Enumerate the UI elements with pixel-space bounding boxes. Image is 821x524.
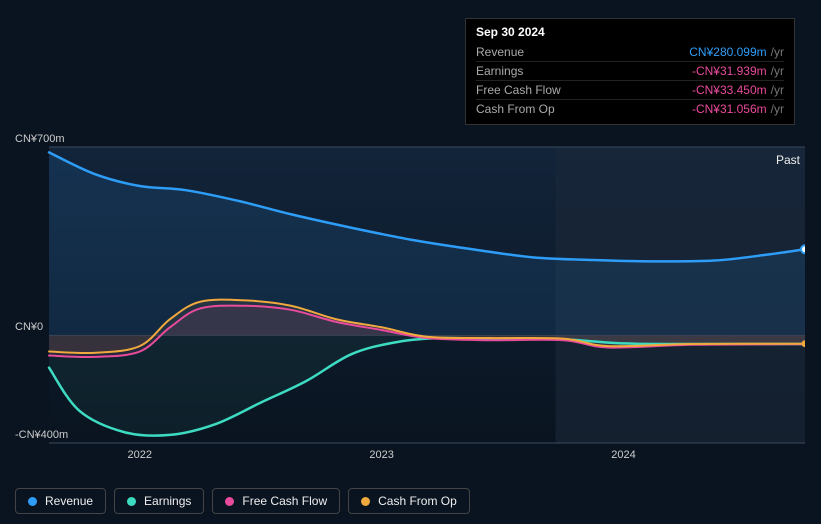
- x-axis-label: 2023: [369, 449, 393, 461]
- legend-dot: [28, 497, 37, 506]
- y-axis-label: CN¥700m: [15, 133, 65, 145]
- tooltip-row: RevenueCN¥280.099m/yr: [476, 43, 784, 62]
- tooltip-value: -CN¥31.056m: [692, 102, 767, 116]
- x-axis-label: 2022: [127, 449, 151, 461]
- legend: Revenue Earnings Free Cash Flow Cash From O…: [15, 488, 470, 514]
- legend-label: Free Cash Flow: [242, 494, 327, 508]
- legend-item[interactable]: Free Cash Flow: [212, 488, 340, 514]
- tooltip-suffix: /yr: [771, 102, 784, 116]
- legend-dot: [127, 497, 136, 506]
- x-axis-label: 2024: [611, 449, 635, 461]
- tooltip-value: CN¥280.099m: [689, 45, 766, 59]
- tooltip-label: Cash From Op: [476, 102, 692, 116]
- tooltip-label: Free Cash Flow: [476, 83, 692, 97]
- chart-svg: [15, 125, 805, 480]
- legend-label: Cash From Op: [378, 494, 457, 508]
- tooltip-value: -CN¥33.450m: [692, 83, 767, 97]
- tooltip-value: -CN¥31.939m: [692, 64, 767, 78]
- y-axis-label: -CN¥400m: [15, 429, 68, 441]
- tooltip-suffix: /yr: [771, 64, 784, 78]
- past-label: Past: [776, 153, 800, 167]
- legend-item[interactable]: Earnings: [114, 488, 204, 514]
- chart-area[interactable]: CN¥700m CN¥0 -CN¥400m 2022 2023 2024 Past: [15, 125, 805, 480]
- hover-tooltip: Sep 30 2024 RevenueCN¥280.099m/yrEarning…: [465, 18, 795, 125]
- legend-dot: [361, 497, 370, 506]
- tooltip-label: Earnings: [476, 64, 692, 78]
- legend-label: Revenue: [45, 494, 93, 508]
- tooltip-row: Free Cash Flow-CN¥33.450m/yr: [476, 81, 784, 100]
- legend-item[interactable]: Revenue: [15, 488, 106, 514]
- y-axis-label: CN¥0: [15, 321, 43, 333]
- legend-item[interactable]: Cash From Op: [348, 488, 470, 514]
- tooltip-row: Cash From Op-CN¥31.056m/yr: [476, 100, 784, 118]
- tooltip-suffix: /yr: [771, 45, 784, 59]
- tooltip-label: Revenue: [476, 45, 689, 59]
- legend-label: Earnings: [144, 494, 191, 508]
- tooltip-row: Earnings-CN¥31.939m/yr: [476, 62, 784, 81]
- legend-dot: [225, 497, 234, 506]
- tooltip-suffix: /yr: [771, 83, 784, 97]
- tooltip-date: Sep 30 2024: [476, 25, 784, 43]
